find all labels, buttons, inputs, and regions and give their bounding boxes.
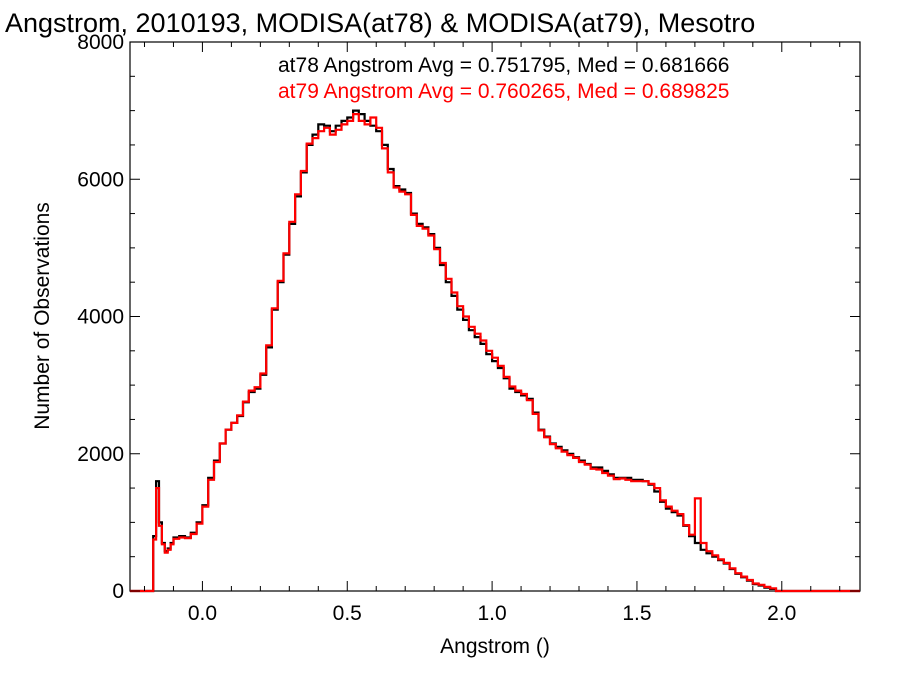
x-axis-label: Angstrom () [440,635,550,658]
plot-area [129,41,861,592]
x-tick-label: 0.5 [333,602,362,625]
y-tick-label: 8000 [77,31,124,54]
series-layer [130,109,860,593]
y-tick-label: 2000 [77,443,124,466]
axis-ticks: 0.0 0.5 1.0 1.5 2.0 0 2000 4000 6000 8000 [77,31,860,625]
x-tick-label: 1.0 [478,602,507,625]
x-tick-label: 1.5 [622,602,651,625]
series-at78-line [130,109,860,593]
series-at79-line [130,113,860,593]
x-tick-label: 0.0 [188,602,217,625]
y-axis-label: Number of Observations [31,202,54,430]
y-tick-label: 4000 [77,306,124,329]
chart-title: Angstrom, 2010193, MODISA(at78) & MODISA… [5,8,755,38]
legend-at78: at78 Angstrom Avg = 0.751795, Med = 0.68… [278,54,729,77]
y-tick-label: 6000 [77,168,124,191]
x-tick-label: 2.0 [767,602,796,625]
plot-frame [129,41,861,592]
y-tick-label: 0 [112,580,124,603]
legend-at79: at79 Angstrom Avg = 0.760265, Med = 0.68… [278,80,729,103]
